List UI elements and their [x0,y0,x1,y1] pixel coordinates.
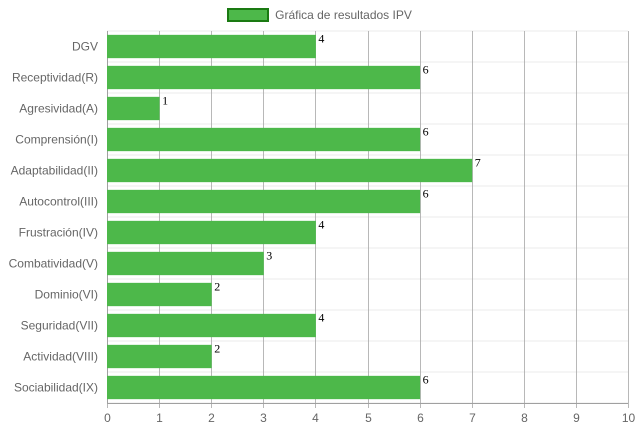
bar[interactable] [107,220,316,245]
bar-value-label: 6 [423,125,429,139]
bar-value-label: 7 [475,156,481,170]
bar[interactable] [107,158,473,183]
y-category-label: Sociabilidad(IX) [14,381,98,395]
bar[interactable] [107,344,212,369]
y-category-label: Seguridad(VII) [21,319,98,333]
bar-value-label: 3 [266,249,272,263]
y-category-label: Adaptabilidad(II) [11,164,98,178]
bar[interactable] [107,65,421,90]
bar-value-label: 6 [423,63,429,77]
y-category-label: Agresividad(A) [19,102,98,116]
bar-value-label: 2 [214,342,220,356]
y-category-label: Comprensión(I) [15,133,98,147]
x-tick-label: 6 [417,411,424,425]
x-tick-label: 4 [312,411,319,425]
x-tick-label: 7 [469,411,476,425]
bar-value-label: 4 [318,32,324,46]
y-category-label: Combatividad(V) [9,257,98,271]
y-category-label: Actividad(VIII) [23,350,98,364]
x-tick-label: 10 [622,411,636,425]
x-tick-label: 5 [365,411,372,425]
y-category-label: Receptividad(R) [12,71,98,85]
bar-value-label: 4 [318,218,324,232]
bar-value-label: 6 [423,373,429,387]
bar-value-label: 1 [162,94,168,108]
bar-value-label: 2 [214,280,220,294]
bar-value-label: 6 [423,187,429,201]
legend-swatch [227,8,270,22]
x-tick-label: 9 [573,411,580,425]
bar-value-label: 4 [318,311,324,325]
y-category-label: Frustración(IV) [19,226,98,240]
x-tick-label: 2 [208,411,215,425]
y-category-label: Dominio(VI) [35,288,98,302]
x-tick-label: 8 [521,411,528,425]
bar[interactable] [107,313,316,338]
bar[interactable] [107,96,160,121]
bar[interactable] [107,282,212,307]
legend-label: Gráfica de resultados IPV [275,8,412,22]
bar[interactable] [107,375,421,400]
x-tick-label: 0 [104,411,111,425]
chart-legend[interactable]: Gráfica de resultados IPV [0,6,639,24]
bar[interactable] [107,251,264,276]
bar[interactable] [107,34,316,59]
y-category-label: Autocontrol(III) [19,195,98,209]
y-category-label: DGV [72,40,98,54]
bar[interactable] [107,189,421,214]
x-tick-label: 1 [156,411,163,425]
bar[interactable] [107,127,421,152]
x-tick-label: 3 [260,411,267,425]
